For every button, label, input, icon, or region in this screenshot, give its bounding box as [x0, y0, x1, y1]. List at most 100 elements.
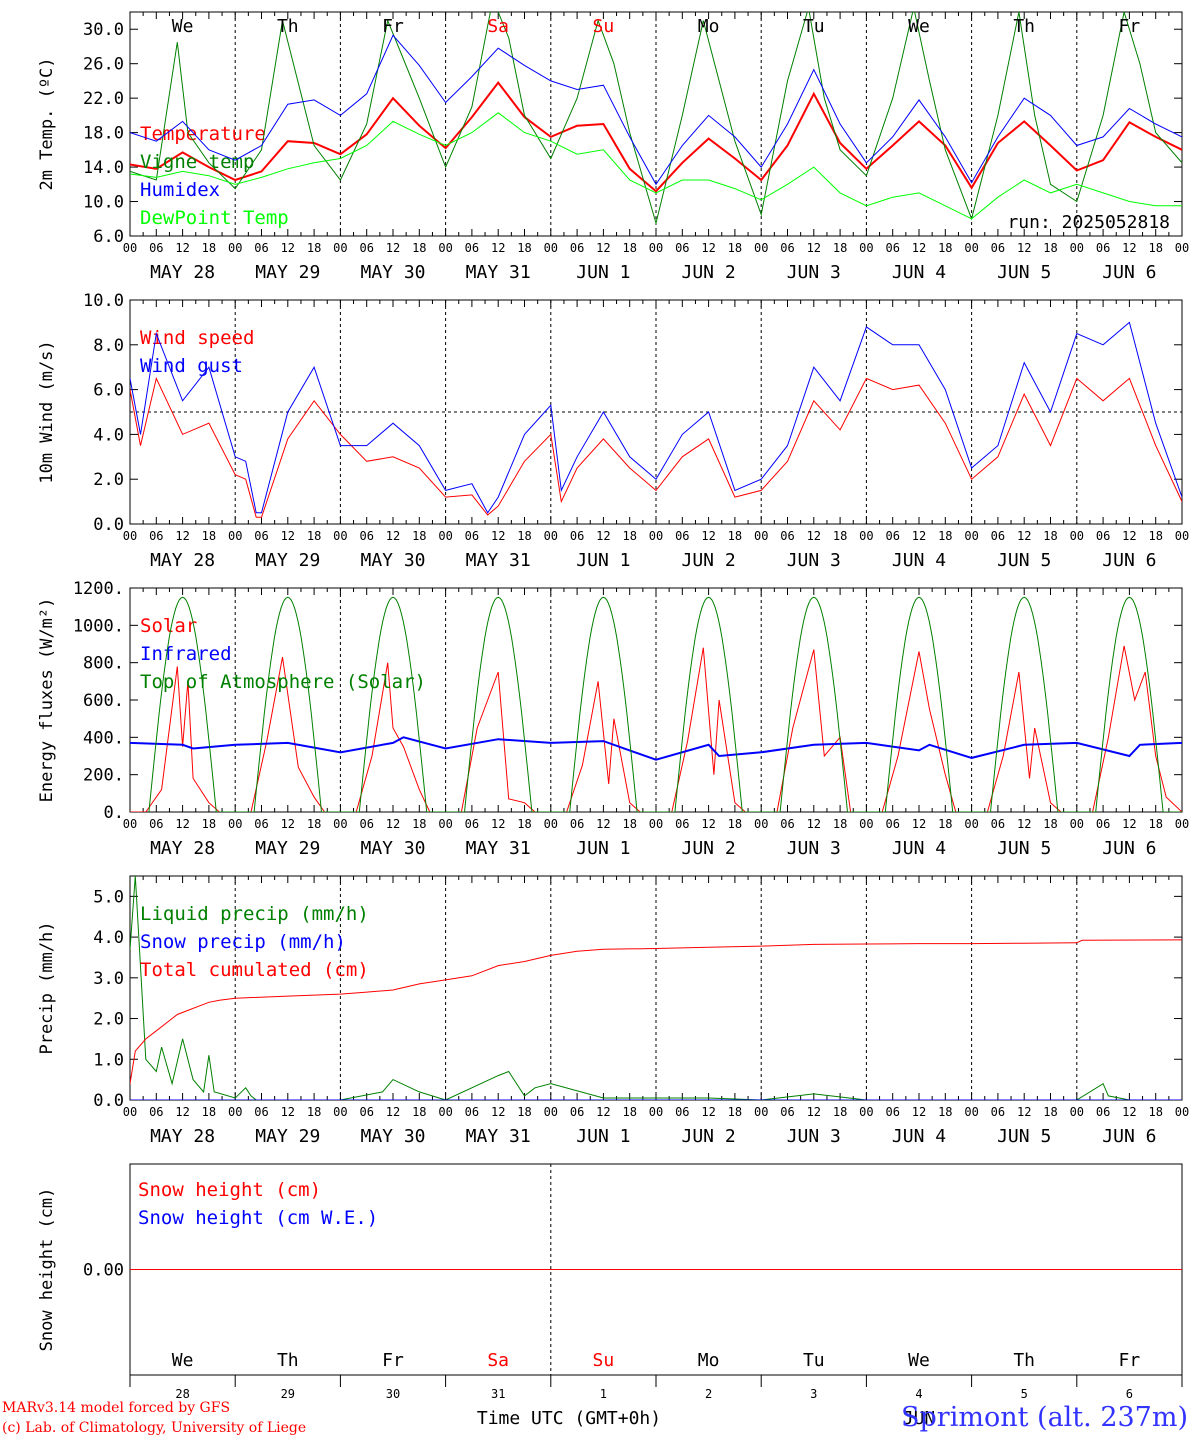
- day-number: 4: [915, 1387, 922, 1401]
- hour-tick-label: 12: [281, 241, 295, 255]
- hour-tick-label: 00: [228, 241, 242, 255]
- x-axis-title: Time UTC (GMT+0h): [477, 1408, 661, 1429]
- hour-tick-label: 18: [1043, 529, 1057, 543]
- hour-tick-label: 00: [1070, 529, 1084, 543]
- hour-tick-label: 12: [807, 529, 821, 543]
- hour-tick-label: 00: [859, 529, 873, 543]
- run-label: run: 2025052818: [1007, 212, 1170, 233]
- hour-tick-label: 06: [465, 529, 479, 543]
- hour-tick-label: 00: [754, 529, 768, 543]
- date-label: JUN 5: [997, 1126, 1051, 1147]
- series-line-vigne-temp: [130, 12, 1182, 226]
- day-number: 5: [1021, 1387, 1028, 1401]
- hour-tick-label: 00: [1175, 1105, 1189, 1119]
- hour-tick-label: 18: [307, 817, 321, 831]
- hour-tick-label: 00: [544, 1105, 558, 1119]
- legend-entry: Snow precip (mm/h): [140, 931, 346, 953]
- hour-tick-label: 12: [386, 241, 400, 255]
- date-label: JUN 5: [997, 550, 1051, 571]
- hour-tick-label: 06: [149, 529, 163, 543]
- hour-tick-label: 12: [386, 529, 400, 543]
- y-tick-label: 6.0: [93, 381, 124, 401]
- hour-tick-label: 12: [596, 241, 610, 255]
- hour-tick-label: 12: [807, 817, 821, 831]
- hour-tick-label: 18: [202, 817, 216, 831]
- hour-tick-label: 12: [491, 1105, 505, 1119]
- hour-tick-label: 00: [1070, 817, 1084, 831]
- day-name: We: [172, 1350, 194, 1371]
- model-credit: MARv3.14 model forced by GFS: [2, 1400, 231, 1416]
- date-label: JUN 1: [576, 262, 630, 283]
- hour-tick-label: 06: [149, 241, 163, 255]
- y-tick-label: 10.0: [83, 291, 124, 311]
- date-label: JUN 2: [682, 262, 736, 283]
- date-label: MAY 28: [150, 838, 215, 859]
- hour-tick-label: 06: [780, 1105, 794, 1119]
- hour-tick-label: 18: [412, 817, 426, 831]
- hour-tick-label: 06: [675, 529, 689, 543]
- day-name: Su: [593, 1350, 615, 1371]
- hour-tick-label: 18: [1043, 1105, 1057, 1119]
- hour-tick-label: 00: [544, 817, 558, 831]
- hour-tick-label: 12: [1017, 1105, 1031, 1119]
- legend-entry: Snow height (cm W.E.): [138, 1207, 378, 1229]
- legend-entry: DewPoint Temp: [140, 207, 289, 229]
- hour-tick-label: 00: [649, 529, 663, 543]
- y-tick-label: 1000.: [73, 616, 124, 636]
- hour-tick-label: 12: [1122, 529, 1136, 543]
- month-label: JUN: [903, 1408, 936, 1429]
- hour-tick-label: 12: [912, 817, 926, 831]
- hour-tick-label: 00: [333, 529, 347, 543]
- hour-tick-label: 18: [622, 241, 636, 255]
- hour-tick-label: 06: [885, 1105, 899, 1119]
- hour-tick-label: 18: [307, 529, 321, 543]
- hour-tick-label: 18: [833, 241, 847, 255]
- y-tick-label: 4.0: [93, 928, 124, 948]
- date-label: JUN 2: [682, 1126, 736, 1147]
- date-label: MAY 31: [466, 262, 531, 283]
- y-axis-title: 10m Wind (m/s): [37, 340, 57, 483]
- y-tick-label: 10.0: [83, 193, 124, 213]
- hour-tick-label: 00: [1175, 241, 1189, 255]
- hour-tick-label: 12: [1122, 817, 1136, 831]
- hour-tick-label: 00: [964, 529, 978, 543]
- hour-tick-label: 06: [991, 241, 1005, 255]
- date-label: MAY 29: [255, 838, 320, 859]
- date-label: MAY 30: [360, 550, 425, 571]
- day-number: 31: [491, 1387, 505, 1401]
- hour-tick-label: 18: [622, 529, 636, 543]
- hour-tick-label: 06: [1096, 817, 1110, 831]
- hour-tick-label: 18: [517, 241, 531, 255]
- hour-tick-label: 06: [1096, 529, 1110, 543]
- hour-tick-label: 00: [544, 241, 558, 255]
- hour-tick-label: 06: [359, 817, 373, 831]
- hour-tick-label: 18: [938, 241, 952, 255]
- hour-tick-label: 06: [570, 817, 584, 831]
- day-name: Fr: [382, 16, 404, 37]
- hour-tick-label: 00: [964, 1105, 978, 1119]
- day-number: 28: [175, 1387, 189, 1401]
- day-number: 29: [281, 1387, 295, 1401]
- y-tick-label: 30.0: [83, 20, 124, 40]
- hour-tick-label: 06: [254, 1105, 268, 1119]
- hour-tick-label: 06: [570, 241, 584, 255]
- y-tick-label: 1200.: [73, 579, 124, 599]
- hour-tick-label: 12: [491, 241, 505, 255]
- legend-entry: Top of Atmosphere (Solar): [140, 671, 426, 693]
- hour-tick-label: 18: [307, 1105, 321, 1119]
- panel-frame: [129, 587, 1183, 813]
- hour-tick-label: 18: [938, 529, 952, 543]
- hour-tick-label: 00: [333, 1105, 347, 1119]
- hour-tick-label: 12: [175, 817, 189, 831]
- hour-tick-label: 06: [254, 241, 268, 255]
- hour-tick-label: 06: [1096, 241, 1110, 255]
- series-line-solar: [130, 645, 1182, 812]
- legend-entry: Temperature: [140, 123, 266, 145]
- hour-tick-label: 00: [649, 817, 663, 831]
- y-tick-label: 0.0: [93, 1091, 124, 1111]
- date-label: JUN 5: [997, 838, 1051, 859]
- hour-tick-label: 00: [333, 241, 347, 255]
- legend-entry: Snow height (cm): [138, 1179, 321, 1201]
